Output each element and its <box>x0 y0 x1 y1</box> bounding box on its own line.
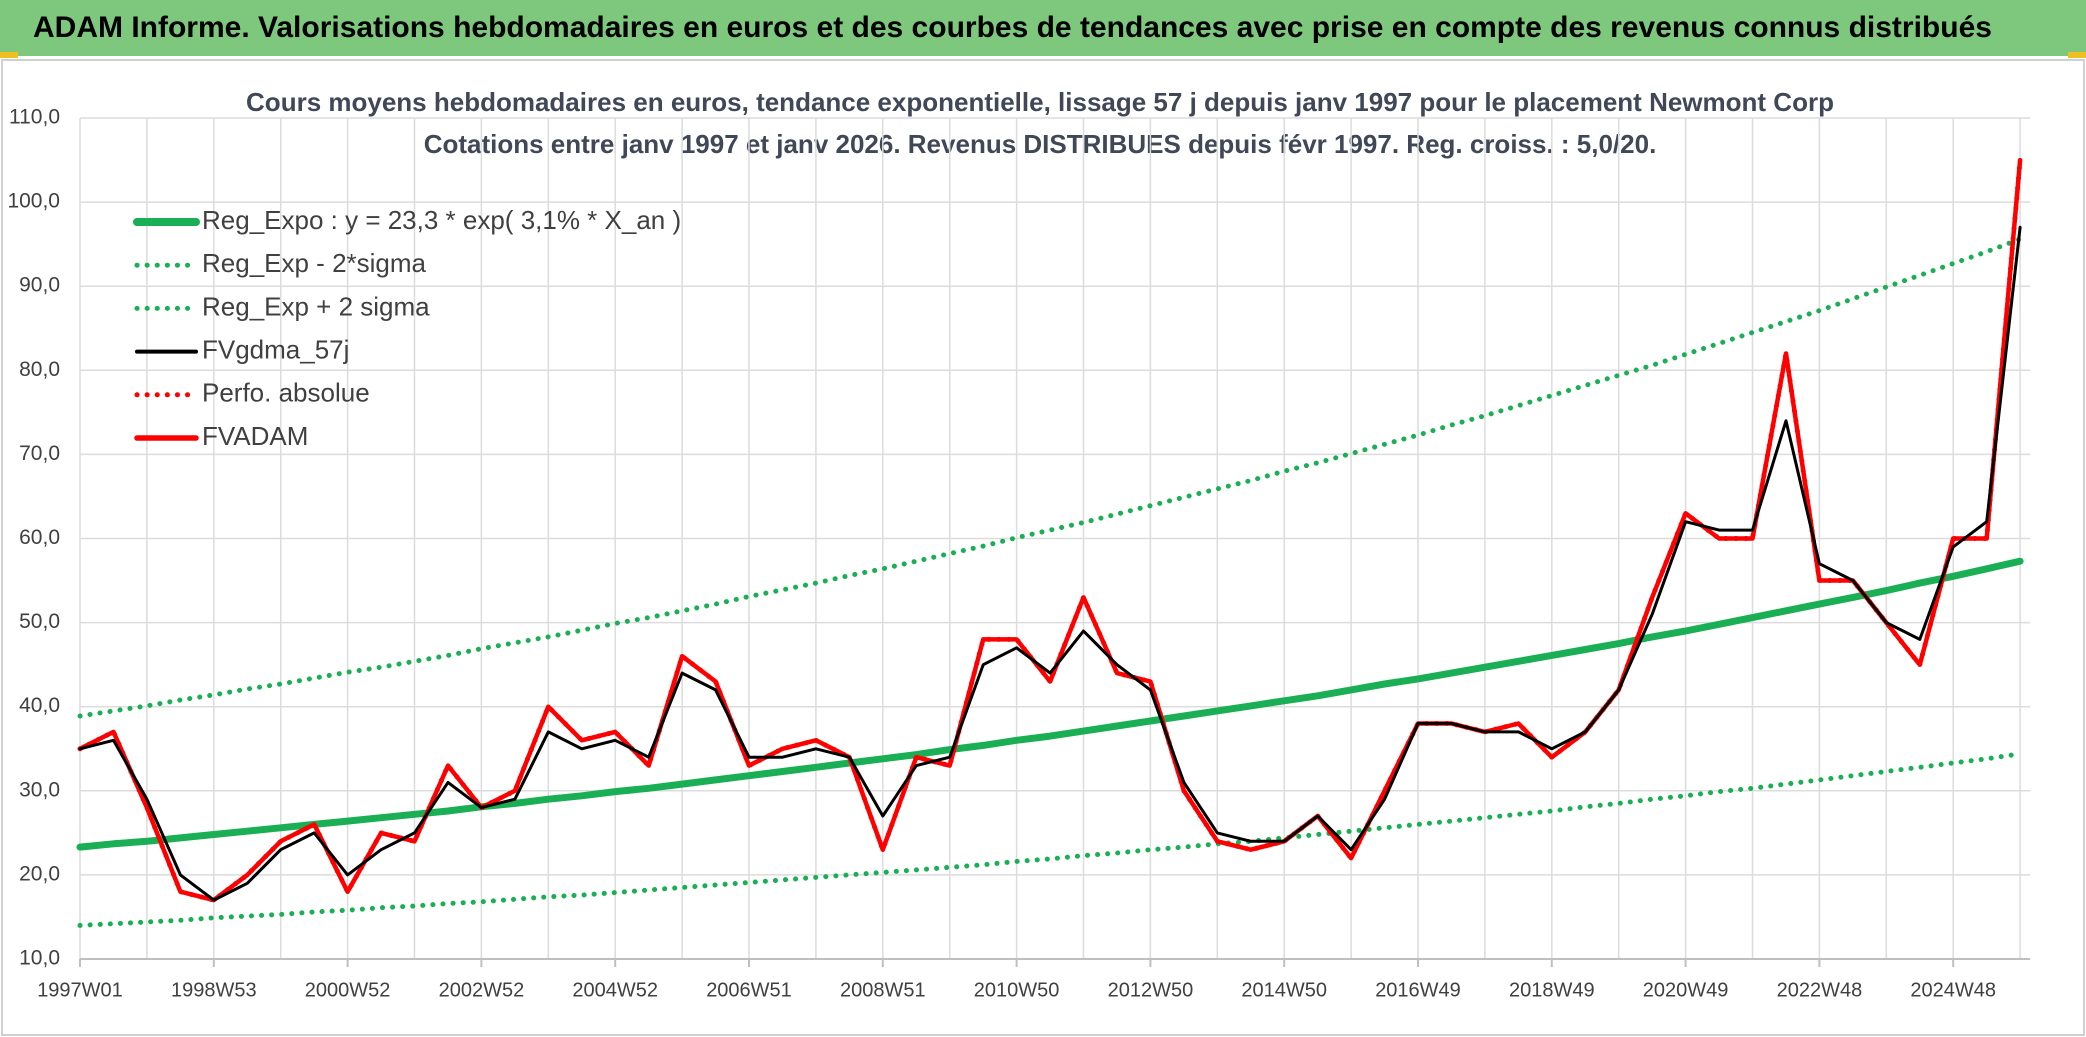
x-tick-label: 2018W49 <box>1509 979 1595 1001</box>
corner <box>2068 52 2086 58</box>
x-tick-label: 2024W48 <box>1910 979 1996 1001</box>
y-tick-label: 20,0 <box>19 862 60 885</box>
x-tick-label: 2014W50 <box>1241 979 1327 1001</box>
x-tick-label: 1998W53 <box>171 979 257 1001</box>
y-tick-label: 60,0 <box>19 526 60 549</box>
legend-label: Reg_Exp + 2 sigma <box>202 291 430 321</box>
corner <box>0 52 18 58</box>
chart-title: Cours moyens hebdomadaires en euros, ten… <box>246 87 1834 117</box>
series-line <box>76 557 2024 851</box>
chart-subtitle: Cotations entre janv 1997 et janv 2026. … <box>424 129 1657 159</box>
chart-border <box>1 59 2085 1036</box>
y-tick-label: 80,0 <box>19 358 60 381</box>
x-tick-label: 2006W51 <box>706 979 792 1001</box>
x-tick-label: 2012W50 <box>1108 979 1194 1001</box>
legend-label: Reg_Expo : y = 23,3 * exp( 3,1% * X_an ) <box>202 205 681 235</box>
series-line <box>77 751 2023 928</box>
x-tick-label: 2022W48 <box>1777 979 1863 1001</box>
x-tick-label: 2002W52 <box>439 979 525 1001</box>
y-tick-label: 10,0 <box>19 947 60 970</box>
header-title: ADAM Informe. Valorisations hebdomadaire… <box>33 11 1992 44</box>
x-tick-label: 2020W49 <box>1643 979 1729 1001</box>
header-band <box>0 0 2086 56</box>
y-tick-label: 30,0 <box>19 778 60 801</box>
legend-label: FVADAM <box>202 421 308 451</box>
y-tick-label: 90,0 <box>19 274 60 297</box>
legend-label: FVgdma_57j <box>202 334 349 364</box>
legend-label: Perfo. absolue <box>202 378 370 408</box>
y-tick-label: 70,0 <box>19 442 60 465</box>
x-tick-label: 2010W50 <box>974 979 1060 1001</box>
y-tick-label: 50,0 <box>19 610 60 633</box>
series-line <box>78 225 2022 902</box>
x-tick-label: 2004W52 <box>572 979 658 1001</box>
y-tick-label: 100,0 <box>7 190 60 213</box>
series-line <box>77 236 2023 719</box>
x-tick-label: 2000W52 <box>305 979 391 1001</box>
x-tick-label: 2016W49 <box>1375 979 1461 1001</box>
legend-label: Reg_Exp - 2*sigma <box>202 248 427 278</box>
x-tick-label: 1997W01 <box>37 979 123 1001</box>
y-tick-label: 40,0 <box>19 694 60 717</box>
y-tick-label: 110,0 <box>9 106 60 129</box>
x-tick-label: 2008W51 <box>840 979 926 1001</box>
